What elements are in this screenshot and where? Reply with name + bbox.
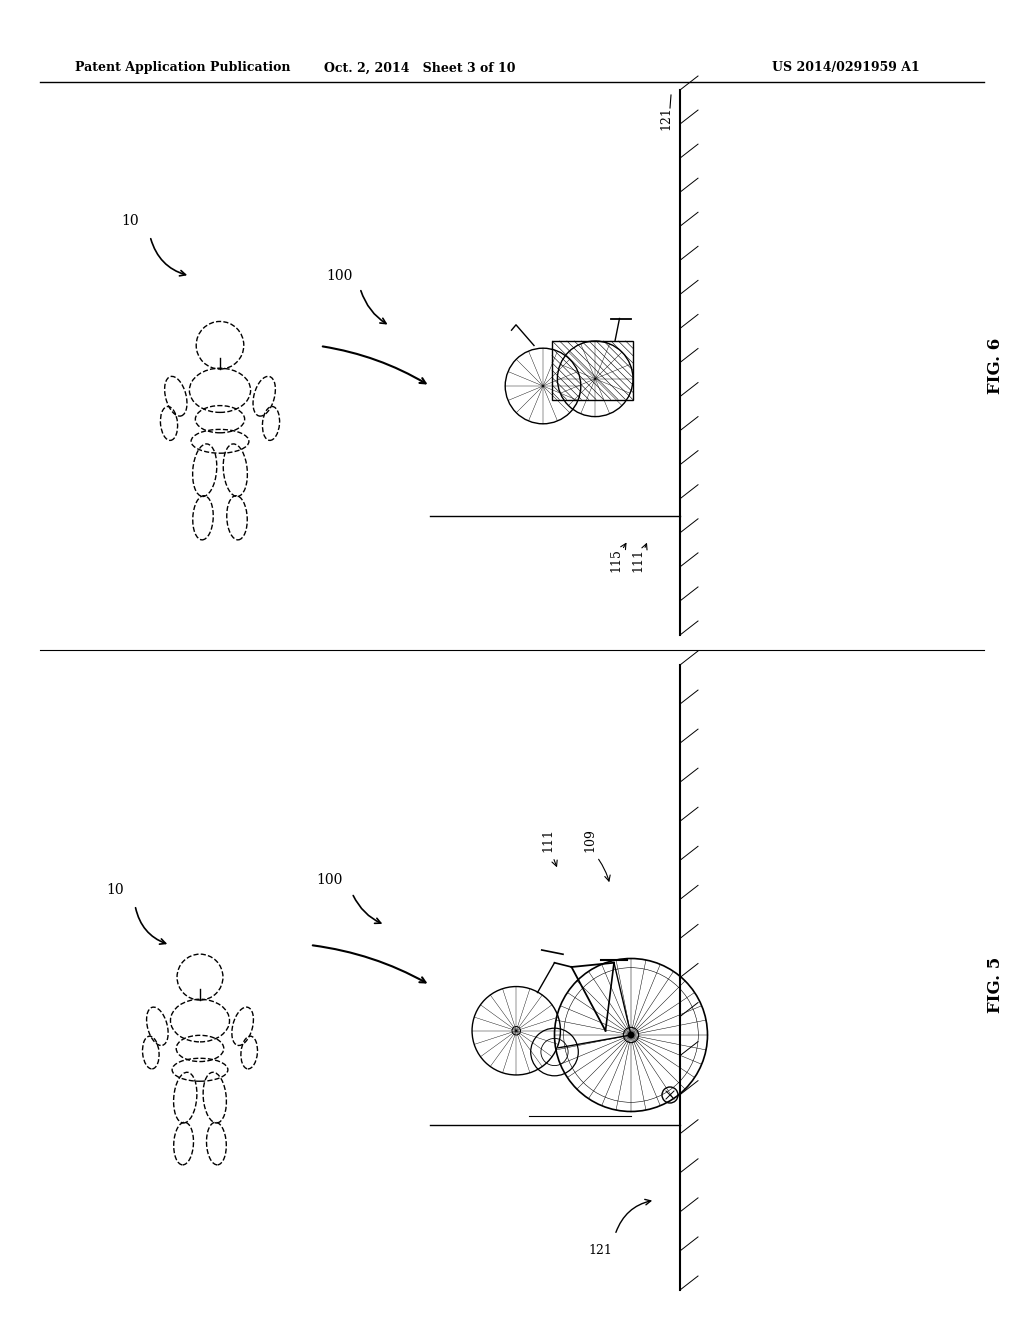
Text: 121: 121: [659, 106, 673, 129]
Circle shape: [628, 1032, 635, 1039]
Bar: [552, 341, 633, 400]
Circle shape: [512, 1027, 520, 1035]
Text: FIG. 5: FIG. 5: [986, 957, 1004, 1014]
Text: 10: 10: [121, 214, 139, 228]
Text: Oct. 2, 2014   Sheet 3 of 10: Oct. 2, 2014 Sheet 3 of 10: [325, 62, 516, 74]
Text: 111: 111: [632, 548, 644, 572]
Circle shape: [624, 1027, 639, 1043]
Text: Patent Application Publication: Patent Application Publication: [75, 62, 291, 74]
Text: 100: 100: [316, 873, 343, 887]
Text: 121: 121: [588, 1243, 612, 1257]
Text: 111: 111: [542, 828, 555, 851]
Text: 109: 109: [584, 828, 597, 851]
Text: US 2014/0291959 A1: US 2014/0291959 A1: [772, 62, 920, 74]
Text: FIG. 6: FIG. 6: [986, 338, 1004, 395]
Text: 10: 10: [106, 883, 124, 898]
Text: 115: 115: [609, 548, 623, 572]
Text: 100: 100: [327, 269, 353, 282]
